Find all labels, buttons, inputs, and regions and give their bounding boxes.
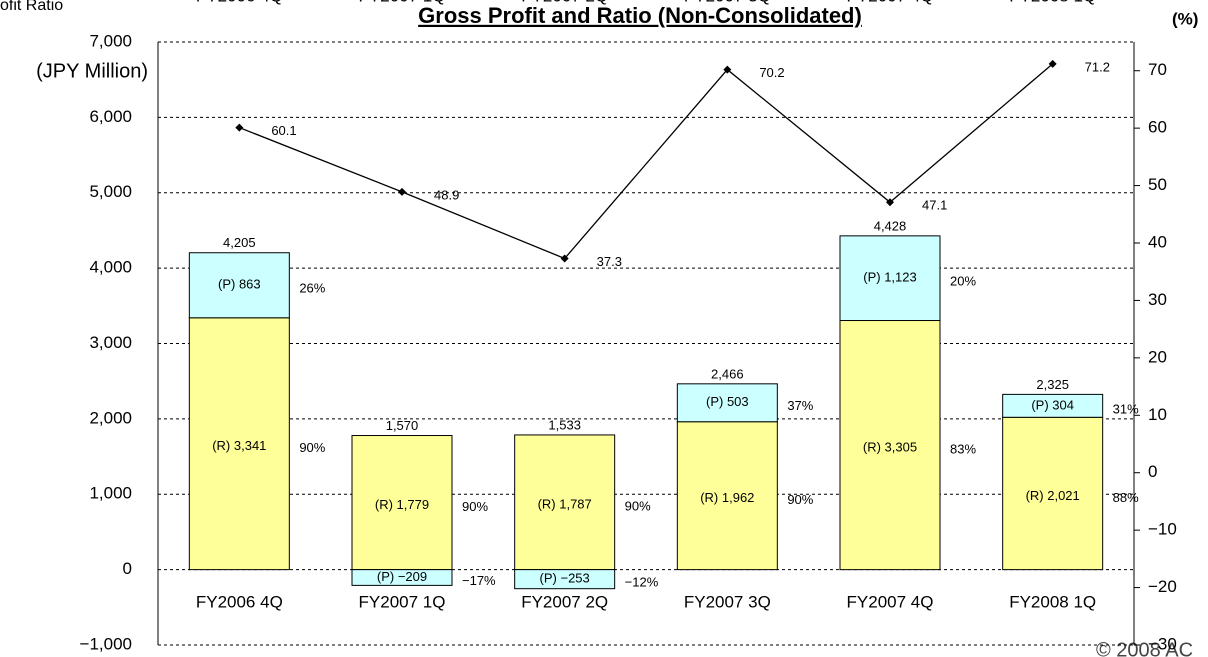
ratio-label: 70.2 xyxy=(759,65,784,80)
x-tick-label: FY2007 2Q xyxy=(521,592,608,611)
x-tick-label: FY2007 4Q xyxy=(847,592,934,611)
y2-tick-label: 0 xyxy=(1148,462,1157,481)
total-label: 4,428 xyxy=(874,218,907,233)
bar-p xyxy=(351,569,453,586)
y2-tick-label: 50 xyxy=(1148,175,1167,194)
r-label: (R) 2,021 xyxy=(1026,488,1080,503)
bar-r xyxy=(1002,416,1104,571)
ratio-label: 60.1 xyxy=(271,123,296,138)
y2-tick-label: −10 xyxy=(1148,520,1177,539)
y-tick-label: 7,000 xyxy=(89,31,132,50)
ratio-label: 37.3 xyxy=(597,254,622,269)
x-tick-label-top: FY2006 4Q xyxy=(196,0,283,5)
ratio-marker xyxy=(723,65,732,74)
x-tick-label-top: FY2007 3Q xyxy=(684,0,771,5)
p-label: (P) 503 xyxy=(706,394,749,409)
r-label: (R) 1,787 xyxy=(538,497,592,512)
p-share-label: 31% xyxy=(1113,401,1139,416)
p-label: (P) 1,123 xyxy=(863,270,916,285)
bar-p xyxy=(676,383,778,423)
bar-r xyxy=(514,434,616,571)
total-label: 2,325 xyxy=(1036,377,1069,392)
copyright: © 2008 AC xyxy=(1096,639,1193,657)
y-tick-label: 1,000 xyxy=(89,484,132,503)
ratio-label: 47.1 xyxy=(922,198,947,213)
x-tick-label: FY2006 4Q xyxy=(196,592,283,611)
p-share-label: 37% xyxy=(787,398,813,413)
p-share-label: −12% xyxy=(625,575,659,590)
y-tick-label: 2,000 xyxy=(89,408,132,427)
ratio-marker xyxy=(235,123,244,132)
r-share-label: 90% xyxy=(299,440,325,455)
x-tick-label: FY2008 1Q xyxy=(1009,592,1096,611)
r-label: (R) 1,779 xyxy=(375,497,429,512)
y-tick-label: 3,000 xyxy=(89,333,132,352)
ratio-marker xyxy=(398,187,406,196)
x-tick-label-top: FY2007 1Q xyxy=(359,0,446,5)
total-label: 1,533 xyxy=(548,417,581,432)
y2-tick-label: −30 xyxy=(1148,634,1177,653)
p-label: (P) −253 xyxy=(540,571,590,586)
bar-r xyxy=(676,421,778,571)
r-share-label: 90% xyxy=(625,499,651,514)
r-share-label: 83% xyxy=(950,442,976,457)
p-share-label: 20% xyxy=(950,274,976,289)
x-tick-label-top: FY2007 2Q xyxy=(521,0,608,5)
y2-tick-label: 30 xyxy=(1148,290,1167,309)
bar-r xyxy=(351,435,453,571)
y2-axis-label: (%) xyxy=(1172,9,1198,28)
ratio-label: 48.9 xyxy=(434,187,459,202)
ratio-label: 71.2 xyxy=(1085,59,1110,74)
x-tick-label-top: FY2007 4Q xyxy=(847,0,934,5)
bar-p xyxy=(188,252,290,319)
p-label: (P) 304 xyxy=(1031,397,1074,412)
p-share-label: −17% xyxy=(462,573,496,588)
y2-tick-label: −20 xyxy=(1148,577,1177,596)
ratio-marker xyxy=(560,254,569,263)
p-share-label: 26% xyxy=(299,281,325,296)
bar-p xyxy=(1002,393,1104,418)
y-tick-label: 0 xyxy=(123,559,132,578)
x-tick-label-top: FY2008 1Q xyxy=(1009,0,1096,5)
x-tick-label: FY2007 1Q xyxy=(359,592,446,611)
r-share-label: 88% xyxy=(1113,490,1139,505)
y2-tick-label: 10 xyxy=(1148,405,1167,424)
ratio-line xyxy=(239,63,1054,260)
y-tick-label: 5,000 xyxy=(89,182,132,201)
bar-p xyxy=(839,235,941,322)
bar-p xyxy=(514,569,616,590)
total-label: 1,570 xyxy=(386,418,419,433)
p-label: (P) −209 xyxy=(377,569,427,584)
total-label: 4,205 xyxy=(223,235,256,250)
ratio-marker xyxy=(1048,59,1057,68)
y2-tick-label: 60 xyxy=(1148,118,1167,137)
r-label: (R) 3,341 xyxy=(212,438,266,453)
ratio-marker xyxy=(886,198,894,207)
y2-tick-label: 20 xyxy=(1148,347,1167,366)
y-tick-label: 6,000 xyxy=(89,107,132,126)
bar-r xyxy=(839,320,941,571)
chart-title: Gross Profit and Ratio (Non-Consolidated… xyxy=(418,3,862,28)
y2-tick-label: 70 xyxy=(1148,60,1167,79)
legend-fragment: ofit Ratio xyxy=(0,0,63,14)
p-label: (P) 863 xyxy=(218,277,261,292)
r-share-label: 90% xyxy=(462,499,488,514)
total-label: 2,466 xyxy=(711,366,744,381)
y-tick-label: 4,000 xyxy=(89,258,132,277)
r-share-label: 90% xyxy=(787,492,813,507)
x-tick-label: FY2007 3Q xyxy=(684,592,771,611)
y2-tick-label: 40 xyxy=(1148,232,1167,251)
y-axis-label: (JPY Million) xyxy=(36,60,148,82)
r-label: (R) 1,962 xyxy=(700,490,754,505)
y-tick-label: −1,000 xyxy=(80,634,132,653)
r-label: (R) 3,305 xyxy=(863,440,917,455)
